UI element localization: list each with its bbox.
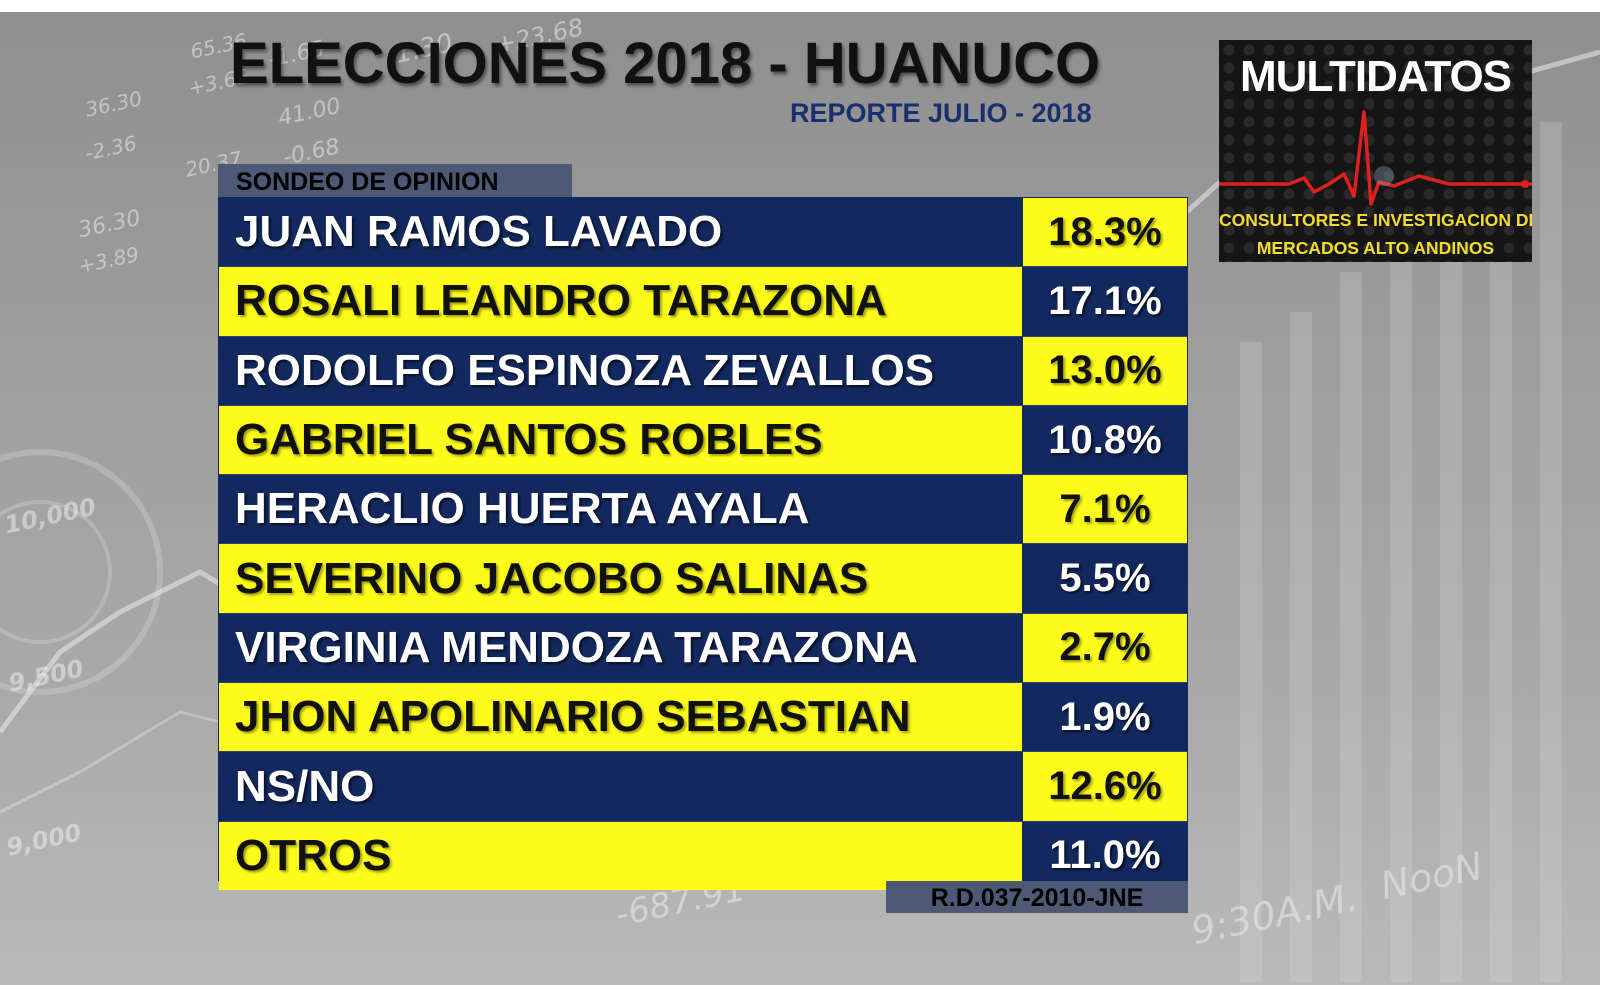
logo-tagline-line-2: MERCADOS ALTO ANDINOS [1256, 238, 1495, 258]
table-row: JUAN RAMOS LAVADO 18.3% [219, 198, 1187, 267]
option-name: NS/NO [219, 752, 1023, 821]
option-percentage: 11.0% [1023, 821, 1187, 890]
candidate-percentage: 10.8% [1023, 405, 1187, 475]
table-row: HERACLIO HUERTA AYALA 7.1% [219, 474, 1187, 544]
candidate-name: GABRIEL SANTOS ROBLES [219, 405, 1023, 475]
table-row: SEVERINO JACOBO SALINAS 5.5% [219, 543, 1187, 613]
heartbeat-line-icon [1219, 110, 1532, 206]
candidate-percentage: 17.1% [1023, 267, 1187, 336]
table-row: ROSALI LEANDRO TARAZONA 17.1% [219, 266, 1187, 336]
table-row: JHON APOLINARIO SEBASTIAN 1.9% [219, 682, 1187, 752]
logo-tagline-line-1: CONSULTORES E INVESTIGACION DE [1219, 210, 1532, 230]
candidate-name: JUAN RAMOS LAVADO [219, 198, 1023, 267]
candidate-name: JHON APOLINARIO SEBASTIAN [219, 683, 1023, 752]
candidate-percentage: 13.0% [1023, 336, 1187, 405]
option-name: OTROS [219, 821, 1023, 890]
candidate-name: SEVERINO JACOBO SALINAS [219, 544, 1023, 613]
table-row: NS/NO 12.6% [219, 751, 1187, 821]
multidatos-logo: MULTIDATOS CONSULTORES E INVESTIGACION D… [1219, 40, 1532, 262]
table-row: OTROS 11.0% [219, 820, 1187, 890]
candidate-percentage: 5.5% [1023, 544, 1187, 613]
page-title: ELECCIONES 2018 - HUANUCO [230, 31, 1101, 96]
option-percentage: 12.6% [1023, 752, 1187, 821]
candidate-name: VIRGINIA MENDOZA TARAZONA [219, 613, 1023, 683]
candidate-percentage: 18.3% [1023, 198, 1187, 267]
table-row: GABRIEL SANTOS ROBLES 10.8% [219, 404, 1187, 475]
candidate-name: HERACLIO HUERTA AYALA [219, 475, 1023, 544]
candidate-name: RODOLFO ESPINOZA ZEVALLOS [219, 336, 1023, 405]
candidate-name: ROSALI LEANDRO TARAZONA [219, 267, 1023, 336]
report-subtitle: REPORTE JULIO - 2018 [790, 98, 1092, 128]
section-label: SONDEO DE OPINION [218, 164, 572, 198]
results-table: JUAN RAMOS LAVADO 18.3% ROSALI LEANDRO T… [218, 197, 1188, 890]
logo-hex-pattern [1219, 40, 1532, 262]
logo-tagline: CONSULTORES E INVESTIGACION DE MERCADOS … [1219, 206, 1532, 262]
logo-name: MULTIDATOS [1239, 52, 1512, 101]
table-row: VIRGINIA MENDOZA TARAZONA 2.7% [219, 612, 1187, 683]
registration-footnote: R.D.037-2010-JNE [886, 881, 1188, 913]
candidate-percentage: 1.9% [1023, 683, 1187, 752]
table-row: RODOLFO ESPINOZA ZEVALLOS 13.0% [219, 335, 1187, 405]
candidate-percentage: 7.1% [1023, 475, 1187, 544]
candidate-percentage: 2.7% [1023, 613, 1187, 683]
